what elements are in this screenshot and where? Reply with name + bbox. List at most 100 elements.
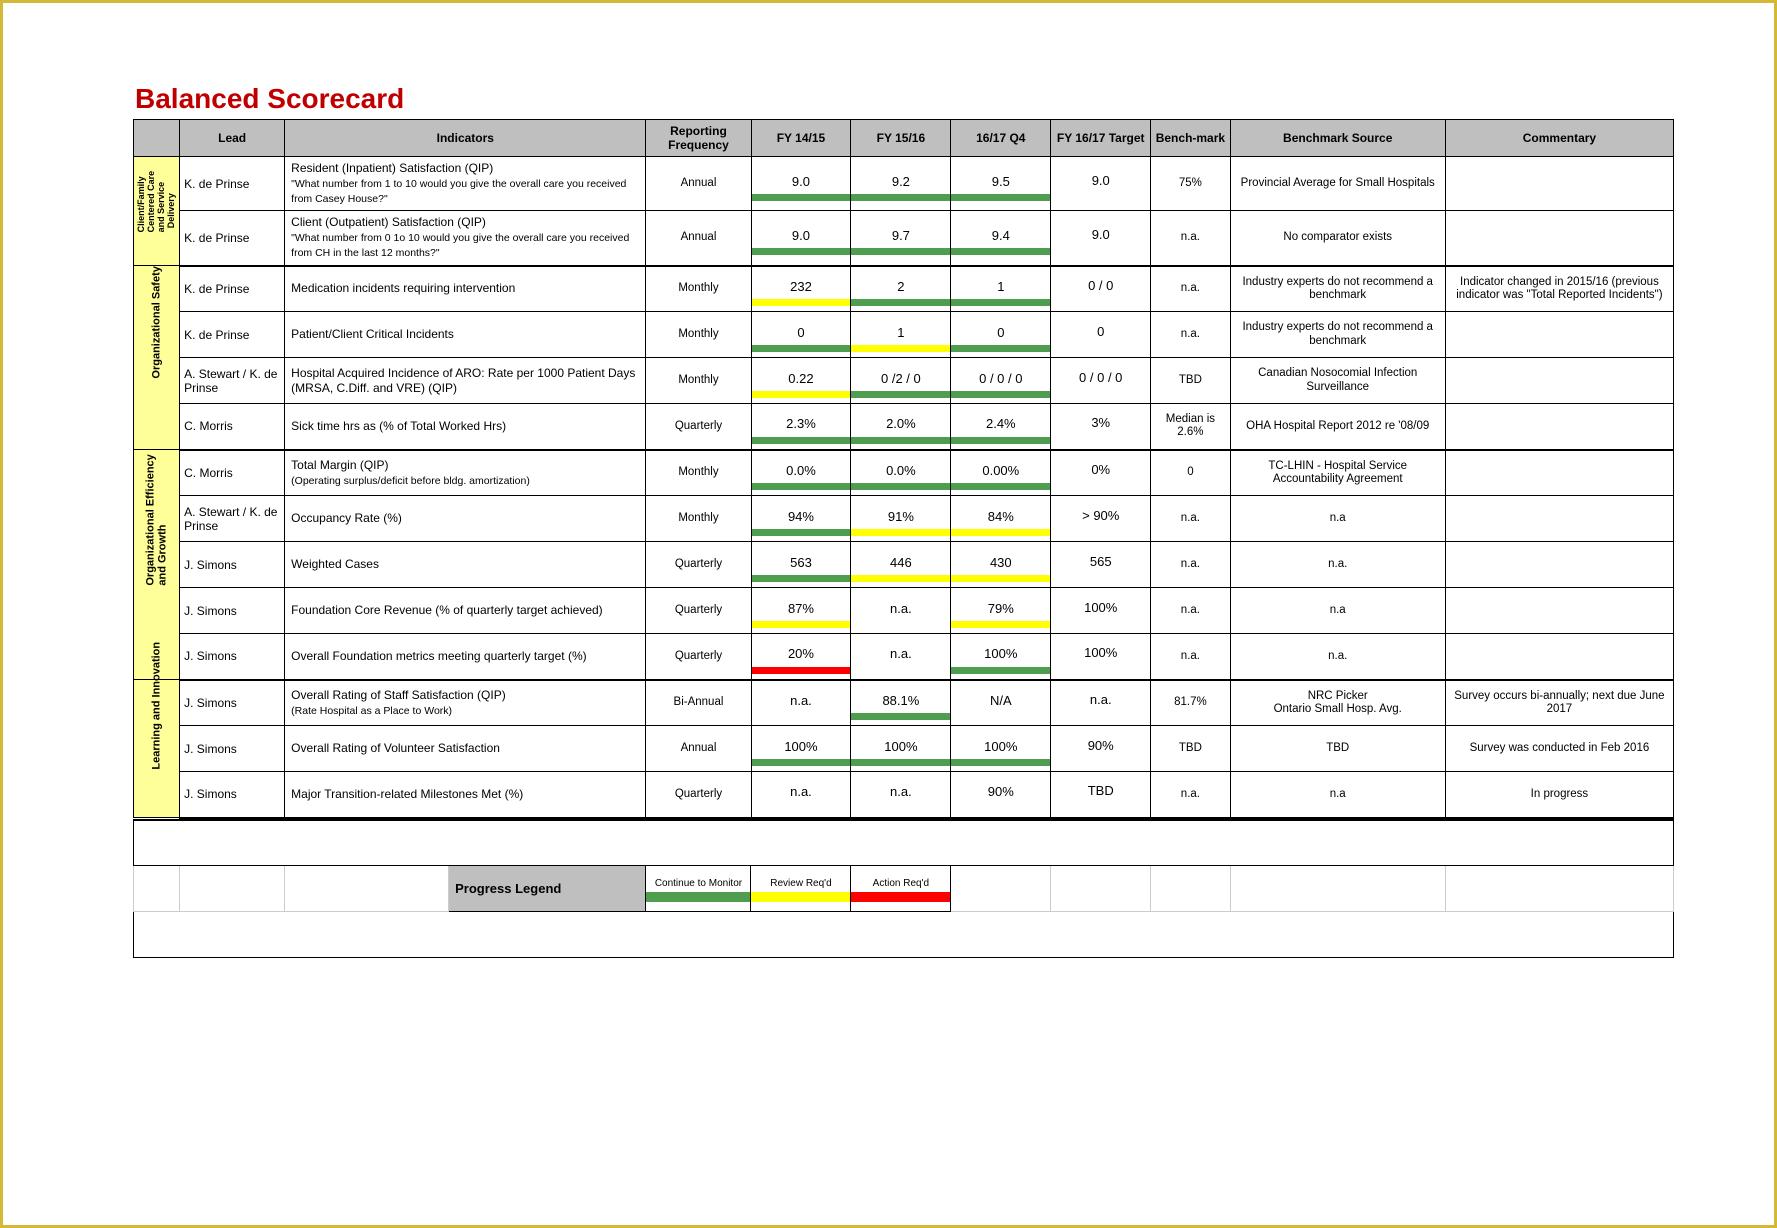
scorecard-frame: Balanced Scorecard Lead Indicators Repor…: [0, 0, 1777, 1228]
value-cell: 100%: [951, 726, 1051, 772]
header-lead: Lead: [180, 120, 285, 157]
target-cell: 0 / 0: [1051, 266, 1151, 312]
scorecard-table: Lead Indicators Reporting Frequency FY 1…: [133, 119, 1674, 819]
value-cell: 9.7: [851, 211, 951, 266]
value-cell: 100%: [851, 726, 951, 772]
target-cell: TBD: [1051, 772, 1151, 818]
frequency-cell: Quarterly: [646, 634, 751, 680]
target-cell: 90%: [1051, 726, 1151, 772]
lead-cell: J. Simons: [180, 588, 285, 634]
value-cell: 1: [951, 266, 1051, 312]
target-cell: 100%: [1051, 588, 1151, 634]
commentary-cell: [1445, 404, 1673, 450]
frequency-cell: Monthly: [646, 312, 751, 358]
table-row: J. SimonsFoundation Core Revenue (% of q…: [134, 588, 1674, 634]
target-cell: 3%: [1051, 404, 1151, 450]
value-cell: 9.0: [751, 211, 851, 266]
benchmark-cell: n.a.: [1151, 496, 1230, 542]
lead-cell: A. Stewart / K. de Prinse: [180, 496, 285, 542]
frequency-cell: Bi-Annual: [646, 680, 751, 726]
header-target: FY 16/17 Target: [1051, 120, 1151, 157]
value-cell: N/A: [951, 680, 1051, 726]
commentary-cell: [1445, 358, 1673, 404]
lead-cell: C. Morris: [180, 450, 285, 496]
header-bsource: Benchmark Source: [1230, 120, 1445, 157]
table-row: J. SimonsOverall Rating of Volunteer Sat…: [134, 726, 1674, 772]
target-cell: 0 / 0 / 0: [1051, 358, 1151, 404]
benchmark-source-cell: OHA Hospital Report 2012 re '08/09: [1230, 404, 1445, 450]
value-cell: 2.0%: [851, 404, 951, 450]
commentary-cell: [1445, 211, 1673, 266]
table-row: A. Stewart / K. de PrinseHospital Acquir…: [134, 358, 1674, 404]
header-fy2: FY 15/16: [851, 120, 951, 157]
frequency-cell: Annual: [646, 211, 751, 266]
frequency-cell: Quarterly: [646, 404, 751, 450]
target-cell: 100%: [1051, 634, 1151, 680]
header-frequency: Reporting Frequency: [646, 120, 751, 157]
lead-cell: K. de Prinse: [180, 312, 285, 358]
page-title: Balanced Scorecard: [133, 83, 1674, 115]
value-cell: 232: [751, 266, 851, 312]
value-cell: 0 / 0 / 0: [951, 358, 1051, 404]
value-cell: 20%: [751, 634, 851, 680]
indicator-cell: Occupancy Rate (%): [285, 496, 646, 542]
indicator-cell: Total Margin (QIP)(Operating surplus/def…: [285, 450, 646, 496]
value-cell: 2.4%: [951, 404, 1051, 450]
commentary-cell: [1445, 312, 1673, 358]
value-cell: 0.22: [751, 358, 851, 404]
commentary-cell: [1445, 157, 1673, 211]
table-row: K. de PrinsePatient/Client Critical Inci…: [134, 312, 1674, 358]
frequency-cell: Annual: [646, 726, 751, 772]
commentary-cell: In progress: [1445, 772, 1673, 818]
indicator-cell: Major Transition-related Milestones Met …: [285, 772, 646, 818]
benchmark-cell: n.a.: [1151, 266, 1230, 312]
benchmark-source-cell: n.a.: [1230, 542, 1445, 588]
benchmark-cell: n.a.: [1151, 312, 1230, 358]
commentary-cell: [1445, 450, 1673, 496]
value-cell: 0 /2 / 0: [851, 358, 951, 404]
value-cell: 9.4: [951, 211, 1051, 266]
header-category: [134, 120, 180, 157]
legend-table: Progress Legend Continue to Monitor Revi…: [133, 819, 1674, 959]
table-row: K. de PrinseClient (Outpatient) Satisfac…: [134, 211, 1674, 266]
legend-label: Progress Legend: [449, 866, 646, 912]
benchmark-cell: 81.7%: [1151, 680, 1230, 726]
lead-cell: K. de Prinse: [180, 157, 285, 211]
legend-red: Action Req'd: [851, 866, 951, 912]
header-benchmark: Bench-mark: [1151, 120, 1230, 157]
value-cell: n.a.: [851, 588, 951, 634]
benchmark-cell: n.a.: [1151, 588, 1230, 634]
lead-cell: K. de Prinse: [180, 211, 285, 266]
benchmark-source-cell: TBD: [1230, 726, 1445, 772]
value-cell: 0: [951, 312, 1051, 358]
value-cell: 1: [851, 312, 951, 358]
target-cell: > 90%: [1051, 496, 1151, 542]
frequency-cell: Monthly: [646, 496, 751, 542]
value-cell: 0.00%: [951, 450, 1051, 496]
value-cell: 9.2: [851, 157, 951, 211]
commentary-cell: Survey was conducted in Feb 2016: [1445, 726, 1673, 772]
table-row: J. SimonsMajor Transition-related Milest…: [134, 772, 1674, 818]
value-cell: 563: [751, 542, 851, 588]
benchmark-cell: 0: [1151, 450, 1230, 496]
value-cell: 430: [951, 542, 1051, 588]
lead-cell: J. Simons: [180, 542, 285, 588]
indicator-cell: Foundation Core Revenue (% of quarterly …: [285, 588, 646, 634]
value-cell: n.a.: [851, 772, 951, 818]
benchmark-source-cell: Industry experts do not recommend a benc…: [1230, 266, 1445, 312]
indicator-cell: Resident (Inpatient) Satisfaction (QIP)"…: [285, 157, 646, 211]
lead-cell: J. Simons: [180, 726, 285, 772]
table-header: Lead Indicators Reporting Frequency FY 1…: [134, 120, 1674, 157]
target-cell: 0%: [1051, 450, 1151, 496]
table-row: Client/FamilyCentered Careand ServiceDel…: [134, 157, 1674, 211]
indicator-cell: Hospital Acquired Incidence of ARO: Rate…: [285, 358, 646, 404]
target-cell: 0: [1051, 312, 1151, 358]
benchmark-source-cell: Industry experts do not recommend a benc…: [1230, 312, 1445, 358]
lead-cell: A. Stewart / K. de Prinse: [180, 358, 285, 404]
value-cell: 91%: [851, 496, 951, 542]
value-cell: 2.3%: [751, 404, 851, 450]
lead-cell: J. Simons: [180, 680, 285, 726]
frequency-cell: Monthly: [646, 358, 751, 404]
table-row: Organizational SafetyK. de PrinseMedicat…: [134, 266, 1674, 312]
header-fy1: FY 14/15: [751, 120, 851, 157]
